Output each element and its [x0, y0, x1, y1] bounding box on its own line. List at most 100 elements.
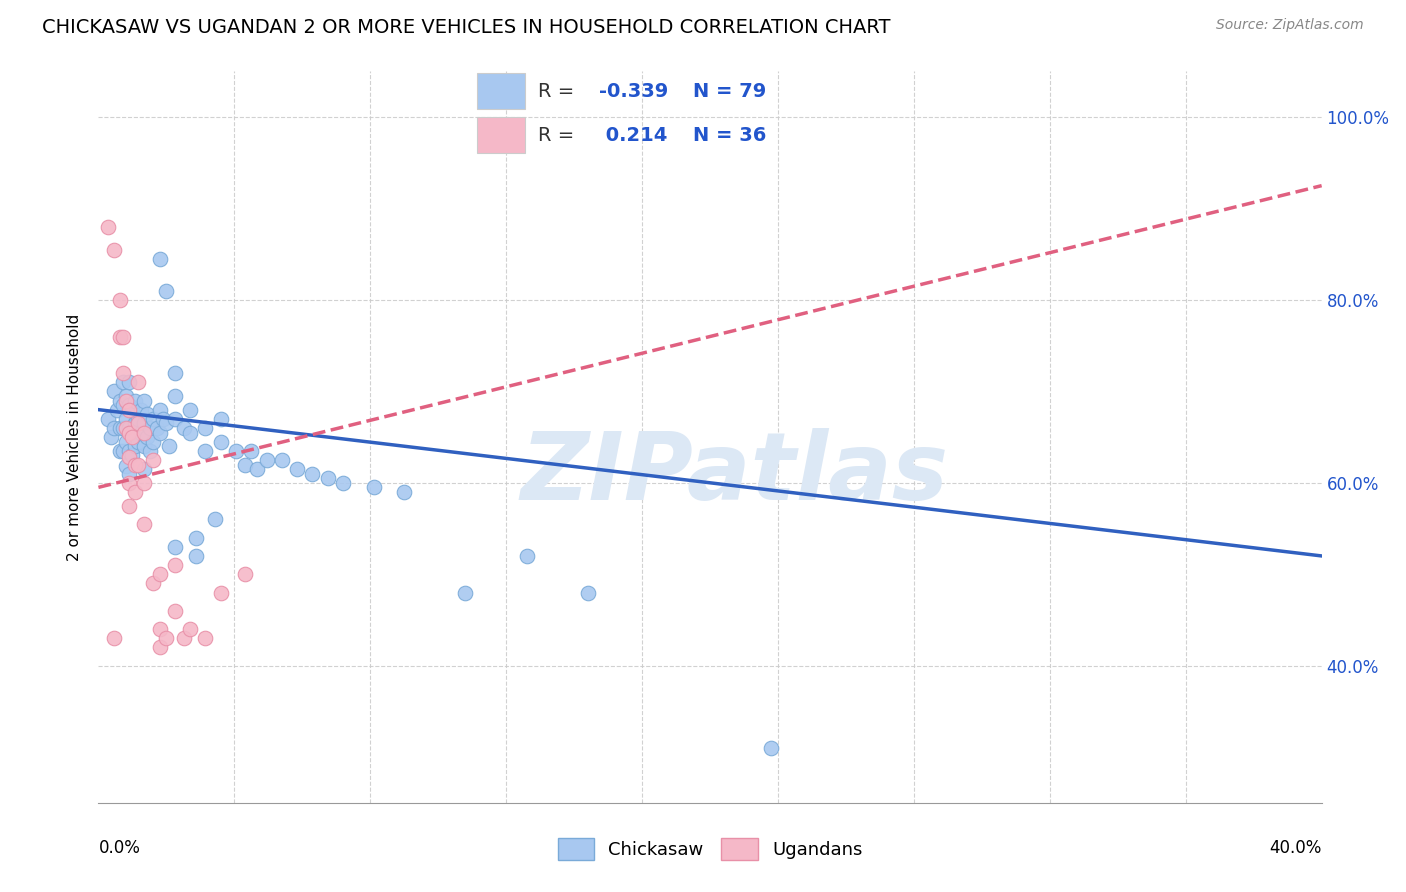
Point	[516, 549, 538, 563]
Point	[124, 458, 146, 472]
Point	[115, 434, 138, 449]
Point	[392, 485, 416, 500]
Point	[115, 393, 138, 408]
Point	[118, 499, 141, 513]
Point	[134, 462, 156, 476]
Point	[108, 421, 131, 435]
Point	[115, 412, 138, 426]
Point	[134, 425, 156, 440]
Point	[149, 622, 172, 636]
Point	[142, 453, 165, 467]
Point	[163, 558, 186, 573]
Point	[155, 417, 177, 431]
Point	[136, 430, 159, 444]
Point	[129, 402, 152, 417]
Point	[142, 412, 165, 426]
Point	[134, 475, 156, 490]
Text: CHICKASAW VS UGANDAN 2 OR MORE VEHICLES IN HOUSEHOLD CORRELATION CHART: CHICKASAW VS UGANDAN 2 OR MORE VEHICLES …	[42, 18, 890, 37]
Point	[124, 485, 146, 500]
Point	[103, 243, 125, 257]
Point	[759, 740, 782, 755]
Legend: Chickasaw, Ugandans: Chickasaw, Ugandans	[550, 830, 870, 867]
Point	[127, 434, 149, 449]
Point	[186, 531, 208, 545]
Point	[233, 567, 256, 582]
Point	[301, 467, 323, 481]
Point	[111, 421, 134, 435]
Point	[108, 393, 131, 408]
Point	[173, 632, 195, 646]
Point	[163, 540, 186, 554]
Point	[111, 329, 134, 343]
Point	[118, 398, 141, 412]
Point	[186, 549, 208, 563]
Point	[194, 443, 217, 458]
Point	[155, 632, 177, 646]
Point	[124, 417, 146, 431]
Point	[136, 407, 159, 421]
Text: R =: R =	[538, 82, 581, 101]
Point	[111, 398, 134, 412]
Point	[129, 425, 152, 440]
Point	[246, 462, 269, 476]
Point	[121, 430, 143, 444]
Point	[134, 393, 156, 408]
Point	[316, 471, 339, 485]
Point	[111, 443, 134, 458]
Point	[124, 393, 146, 408]
Point	[179, 402, 201, 417]
Point	[118, 421, 141, 435]
Point	[118, 402, 141, 417]
Point	[127, 376, 149, 390]
Point	[121, 448, 143, 462]
Text: ZIPatlas: ZIPatlas	[520, 427, 949, 520]
Point	[121, 402, 143, 417]
Text: Source: ZipAtlas.com: Source: ZipAtlas.com	[1216, 18, 1364, 32]
Point	[97, 412, 120, 426]
Text: N = 36: N = 36	[693, 126, 766, 145]
Point	[270, 453, 292, 467]
Text: 0.0%: 0.0%	[98, 839, 141, 857]
Point	[142, 576, 165, 591]
Point	[149, 567, 172, 582]
Point	[134, 417, 156, 431]
Point	[163, 366, 186, 380]
Point	[142, 434, 165, 449]
FancyBboxPatch shape	[478, 73, 524, 109]
Point	[204, 512, 226, 526]
Point	[163, 412, 186, 426]
Point	[179, 622, 201, 636]
FancyBboxPatch shape	[478, 118, 524, 153]
Point	[454, 585, 477, 599]
Point	[155, 284, 177, 298]
Point	[256, 453, 278, 467]
Point	[103, 421, 125, 435]
Point	[115, 389, 138, 403]
Point	[179, 425, 201, 440]
Point	[149, 640, 172, 655]
Point	[100, 430, 122, 444]
Point	[209, 585, 232, 599]
Point	[163, 389, 186, 403]
Point	[209, 434, 232, 449]
Point	[233, 458, 256, 472]
Point	[149, 425, 172, 440]
Point	[105, 402, 128, 417]
Point	[173, 421, 195, 435]
Point	[127, 417, 149, 431]
Point	[103, 384, 125, 399]
Point	[240, 443, 263, 458]
Point	[118, 443, 141, 458]
Point	[139, 443, 162, 458]
Point	[134, 516, 156, 531]
Point	[103, 632, 125, 646]
Text: N = 79: N = 79	[693, 82, 766, 101]
Point	[576, 585, 599, 599]
Point	[145, 421, 167, 435]
Point	[121, 425, 143, 440]
Point	[194, 632, 217, 646]
Point	[152, 412, 174, 426]
Point	[111, 376, 134, 390]
Point	[134, 439, 156, 453]
Point	[149, 252, 172, 266]
